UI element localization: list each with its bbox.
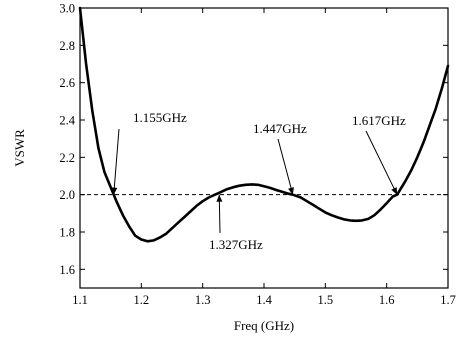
- y-tick-label: 2.8: [59, 39, 75, 53]
- annotation-arrowhead: [216, 194, 223, 202]
- series-line: [78, 6, 450, 243]
- annotation-leader: [365, 130, 398, 195]
- x-tick-label: 1.3: [195, 293, 211, 307]
- annotation-label: 1.155GHz: [133, 110, 187, 125]
- x-axis-label: Freq (GHz): [234, 318, 294, 333]
- y-axis-label: VSWR: [12, 129, 27, 167]
- annotation-arrowhead: [391, 187, 398, 195]
- ticks: 1.1 1.2 1.3 1.4 1.5 1.6 1.7 1.6 1.8 2.0 2.2 2.4 2.6 2…: [59, 2, 455, 308]
- x-tick-label: 1.5: [318, 293, 334, 307]
- x-tick-label: 1.6: [379, 293, 395, 307]
- annotation-label: 1.327GHz: [209, 237, 263, 252]
- y-tick-label: 2.2: [59, 151, 75, 165]
- annotations-group: 1.155GHz 1.327GHz 1.447GHz 1.617GHz: [111, 110, 406, 252]
- x-tick-label: 1.4: [256, 293, 272, 307]
- y-tick-label: 2.4: [59, 114, 75, 128]
- x-tick-label: 1.2: [134, 293, 150, 307]
- y-tick-label: 1.8: [59, 226, 75, 240]
- annotation-arrowhead: [288, 187, 294, 195]
- series-group: [78, 6, 450, 243]
- axes: [79, 7, 449, 289]
- y-tick-label: 2.6: [59, 76, 75, 90]
- y-tick-label: 2.0: [59, 188, 75, 202]
- y-tick-label: 3.0: [59, 2, 75, 16]
- annotation-leader: [113, 128, 120, 195]
- plot-frame: [79, 7, 449, 289]
- y-tick-label: 1.6: [59, 263, 75, 277]
- annotation-leader: [277, 138, 294, 195]
- x-tick-label: 1.1: [72, 293, 88, 307]
- annotation-label: 1.447GHz: [253, 121, 307, 136]
- x-tick-label: 1.7: [440, 293, 456, 307]
- annotation-arrowhead: [111, 187, 118, 195]
- annotation-label: 1.617GHz: [352, 113, 406, 128]
